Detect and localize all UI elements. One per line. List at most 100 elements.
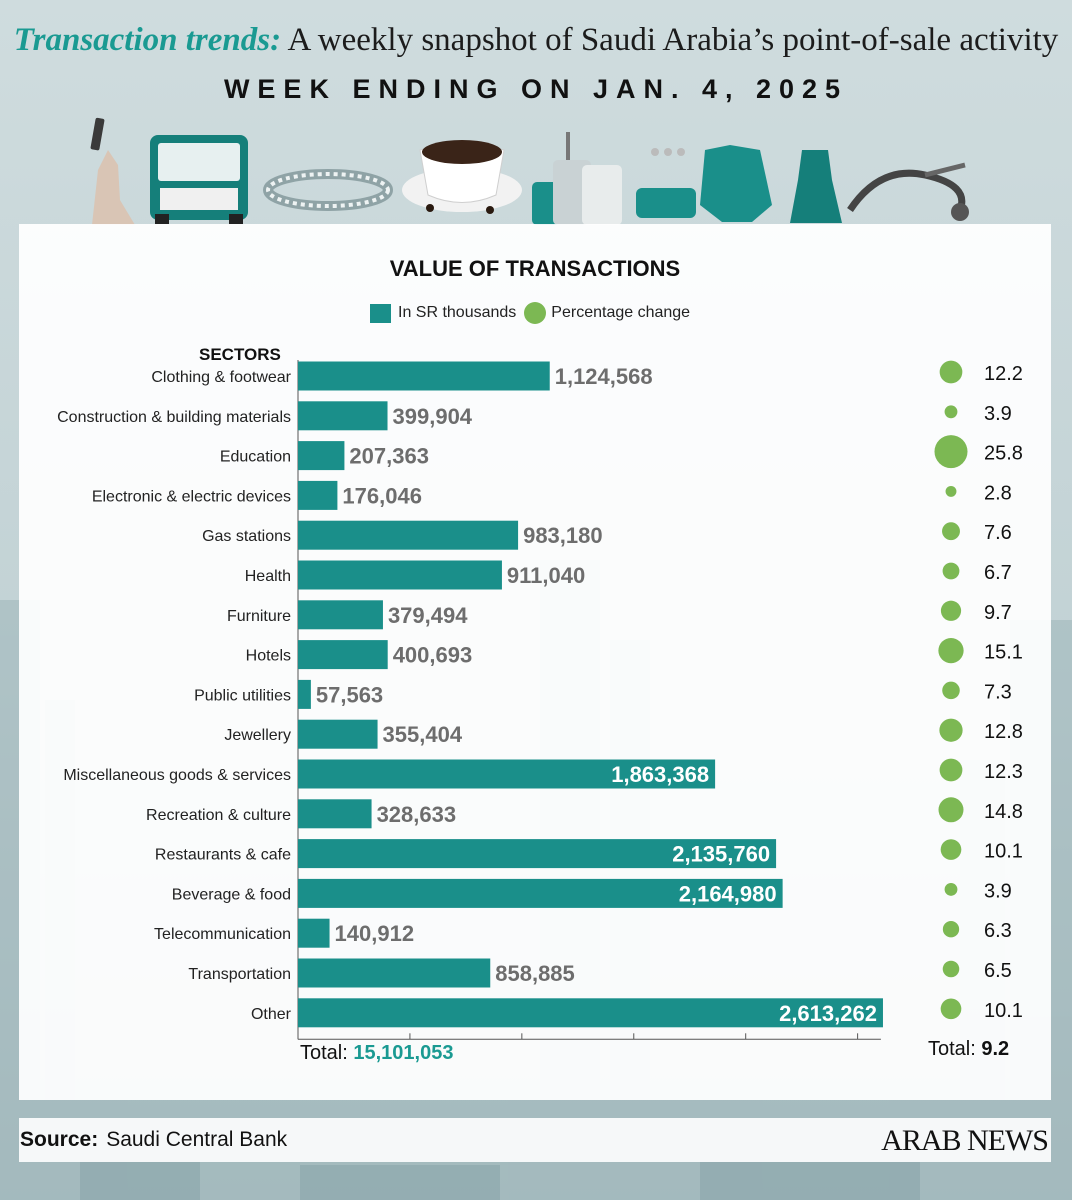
pct-label: 12.8 [984,721,1023,743]
value-label: 399,904 [393,404,473,429]
category-label: Jewellery [224,727,291,744]
category-label: Beverage & food [172,886,291,903]
total-value-number: 15,101,053 [353,1042,454,1064]
pct-dot [942,681,960,700]
bar [298,878,783,908]
value-label: 1,863,368 [611,762,709,787]
category-label: Public utilities [194,687,291,704]
bar [298,799,372,829]
total-value-label: Total: [300,1042,354,1064]
source-text: Saudi Central Bank [106,1128,288,1151]
pct-label: 7.3 [984,681,1012,703]
value-label: 176,046 [342,483,422,508]
pct-dot [938,797,964,823]
category-label: Clothing & footwear [151,369,291,386]
source-credit: Source: Saudi Central Bank [20,1128,287,1152]
source-bar [19,1118,1051,1162]
category-label: Construction & building materials [57,409,291,426]
pct-dot [940,839,962,860]
category-label: Hotels [246,648,291,665]
pct-dot [940,998,962,1020]
pct-label: 10.1 [984,1000,1023,1022]
pct-label: 12.3 [984,761,1023,783]
value-label: 328,633 [377,802,457,827]
chart-legend: In SR thousands Percentage change [370,302,690,324]
pct-label: 7.6 [984,522,1012,544]
value-label: 355,404 [383,722,463,747]
category-label: Electronic & electric devices [92,488,291,505]
sector-icons-strip [90,117,969,225]
value-label: 400,693 [393,643,473,668]
legend-value-label: In SR thousands [398,304,517,321]
stethoscope-icon [847,162,969,221]
pct-label: 15.1 [984,642,1023,664]
bar [298,839,777,869]
bar [298,958,491,988]
category-label: Miscellaneous goods & services [63,767,291,784]
pct-label: 3.9 [984,403,1012,425]
page-title: Transaction trends: A weekly snapshot of… [0,22,1072,59]
pct-label: 2.8 [984,482,1012,504]
pct-label: 10.1 [984,841,1023,863]
value-label: 2,135,760 [672,842,770,867]
pct-dot [945,485,957,497]
pct-dot [942,522,960,541]
category-label: Gas stations [202,528,291,545]
pct-dot [940,600,962,621]
pct-label: 25.8 [984,443,1023,465]
category-label: Restaurants & cafe [155,847,291,864]
brand-logo: ARAB NEWS [881,1124,1049,1157]
bar [298,719,378,749]
dress-icon [790,150,842,223]
total-percentage: Total: 9.2 [928,1038,1009,1061]
luggage-icon [532,132,622,225]
value-label: 57,563 [316,682,383,707]
pct-label: 12.2 [984,363,1023,385]
value-label: 983,180 [523,523,603,548]
value-label: 2,613,262 [779,1001,877,1026]
bracelet-icon [263,169,393,211]
value-label: 858,885 [495,961,575,986]
bar [298,480,338,510]
pct-dot [938,637,964,664]
page-subtitle: WEEK ENDING ON JAN. 4, 2025 [223,74,849,104]
value-label: 379,494 [388,603,468,628]
total-pct-label: Total: [928,1038,982,1060]
category-label: Education [220,449,291,466]
category-label: Other [251,1006,292,1023]
category-label: Transportation [188,966,291,983]
legend-pct-dot [524,302,547,324]
category-label: Health [245,568,291,585]
pct-dot [942,921,960,938]
pct-label: 6.3 [984,920,1012,942]
value-label: 1,124,568 [555,364,653,389]
value-label: 140,912 [335,921,415,946]
source-label: Source: [20,1128,99,1151]
phone-hand-icon [90,117,135,225]
bar [298,679,311,709]
value-label: 207,363 [349,444,429,469]
bar [298,759,716,789]
bar [298,560,502,590]
category-label: Telecommunication [154,926,291,943]
total-pct-number: 9.2 [981,1038,1010,1060]
pct-dot [939,718,963,742]
pct-dot [939,360,963,384]
bar [298,361,550,391]
coffee-cup-icon [402,140,522,214]
bar [298,520,519,550]
legend-pct-label: Percentage change [551,304,691,321]
pct-label: 9.7 [984,602,1012,624]
legend-value-swatch [370,303,391,323]
bar [298,401,388,431]
sectors-heading: SECTORS [199,345,281,364]
pct-dot [934,435,968,469]
bar [298,640,388,670]
category-label: Furniture [227,608,291,625]
value-label: 2,164,980 [679,881,777,906]
bar [298,998,883,1028]
pct-dot [939,758,963,782]
bar [298,441,345,471]
pct-dot [944,405,958,419]
